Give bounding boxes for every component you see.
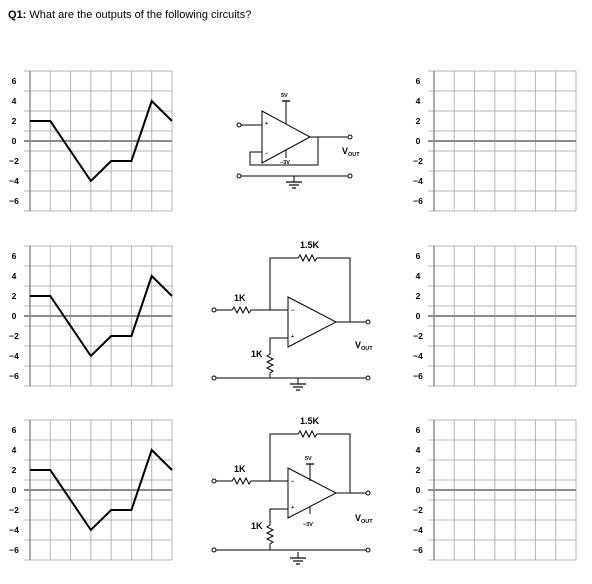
ground-resistor-2 xyxy=(266,349,274,378)
y-tick-label: 0 xyxy=(12,485,17,495)
y-tick-label: 4 xyxy=(416,271,421,281)
input-resistor-2 xyxy=(227,306,256,314)
y-tick-label: 0 xyxy=(12,311,17,321)
y-tick-label: 6 xyxy=(12,251,17,261)
y-tick-label: −2 xyxy=(413,331,423,341)
y-tick-label: 2 xyxy=(416,465,421,475)
y-tick-label: −2 xyxy=(9,505,19,515)
y-tick-label: −6 xyxy=(413,545,423,555)
y-tick-label: −2 xyxy=(9,156,19,166)
y-tick-label: 6 xyxy=(416,251,421,261)
y-tick-label: 0 xyxy=(416,485,421,495)
vout-label-2: VOUT xyxy=(355,340,373,352)
y-tick-label: 6 xyxy=(416,425,421,435)
y-tick-label: 2 xyxy=(12,291,17,301)
y-tick-label: 0 xyxy=(12,136,17,146)
y-tick-label: −2 xyxy=(9,331,19,341)
supply-negative-3: −3V xyxy=(303,522,313,528)
question-number: Q1: xyxy=(8,9,27,21)
input-terminal-3 xyxy=(211,478,217,484)
input-graph-3: 6 4 2 0 −2 −4 −6 xyxy=(9,419,173,561)
svg-text:−: − xyxy=(265,151,268,157)
svg-text:−: − xyxy=(291,308,294,314)
feedback-resistor-2 xyxy=(293,254,322,262)
y-tick-label: 2 xyxy=(12,116,17,126)
output-graph-1: 6 4 2 0 −2 −4 −6 xyxy=(413,70,577,212)
op-amp-2 xyxy=(287,296,338,348)
y-tick-label: −6 xyxy=(9,371,19,381)
y-tick-label: −4 xyxy=(413,351,423,361)
feedback-resistor-label-3: 1.5K xyxy=(300,416,320,426)
y-tick-label: 4 xyxy=(416,96,421,106)
input-terminal-2 xyxy=(211,307,217,313)
input-waveform xyxy=(30,99,173,183)
input-terminal-1 xyxy=(236,122,242,128)
svg-text:+: + xyxy=(291,505,294,511)
input-graph-2: 6 4 2 0 −2 −4 −6 xyxy=(9,245,173,387)
y-tick-label: −6 xyxy=(9,196,19,206)
input-waveform xyxy=(30,448,173,532)
input-resistor-3 xyxy=(227,477,256,485)
output-terminal-1 xyxy=(347,134,353,140)
y-tick-label: 6 xyxy=(12,76,17,86)
y-tick-label: −4 xyxy=(9,176,19,186)
y-tick-label: −4 xyxy=(413,176,423,186)
y-tick-label: −2 xyxy=(413,156,423,166)
input-waveform xyxy=(30,274,173,358)
feedback-resistor-3 xyxy=(293,430,322,438)
svg-text:+: + xyxy=(265,121,268,127)
y-tick-label: 4 xyxy=(12,271,17,281)
ground-resistor-label-2: 1K xyxy=(251,349,263,359)
input-graph-1: 6 4 2 0 −2 −4 −6 xyxy=(9,70,173,212)
input-resistor-label-3: 1K xyxy=(234,464,246,474)
y-tick-label: −2 xyxy=(413,505,423,515)
y-tick-label: 6 xyxy=(416,76,421,86)
input-resistor-label-2: 1K xyxy=(234,293,246,303)
y-tick-label: 0 xyxy=(416,136,421,146)
y-tick-label: −4 xyxy=(9,351,19,361)
y-tick-label: −6 xyxy=(413,196,423,206)
supply-negative-1: −3V xyxy=(280,160,290,166)
y-tick-label: 4 xyxy=(12,445,17,455)
circuit-2-amplifier: − + 1K 1.5K 1K VOUT xyxy=(211,240,373,391)
output-graph-3: 6 4 2 0 −2 −4 −6 xyxy=(413,419,577,561)
y-tick-label: 2 xyxy=(416,291,421,301)
output-terminal-3 xyxy=(365,490,371,496)
feedback-resistor-label-2: 1.5K xyxy=(300,240,320,250)
circuit-3-amplifier-with-rails: − + 1K 1.5K 5V −3V 1K VOUT xyxy=(211,416,373,565)
vout-label-1: VOUT xyxy=(342,146,360,158)
y-tick-label: 4 xyxy=(416,445,421,455)
supply-positive-1: 5V xyxy=(281,93,288,99)
question-body: What are the outputs of the following ci… xyxy=(29,9,252,21)
svg-text:−: − xyxy=(291,479,294,485)
question-text: Q1: What are the outputs of the followin… xyxy=(8,9,251,21)
y-tick-label: −6 xyxy=(413,371,423,381)
output-graph-2: 6 4 2 0 −2 −4 −6 xyxy=(413,245,577,387)
y-tick-label: 2 xyxy=(416,116,421,126)
vout-label-3: VOUT xyxy=(355,513,373,525)
y-tick-label: −4 xyxy=(413,525,423,535)
y-tick-label: 4 xyxy=(12,96,17,106)
y-tick-label: 6 xyxy=(12,425,17,435)
y-tick-label: −6 xyxy=(9,545,19,555)
y-tick-label: −4 xyxy=(9,525,19,535)
circuit-1-voltage-follower: + − 5V −3V VOUT xyxy=(236,93,360,189)
ground-resistor-3 xyxy=(266,520,274,549)
ground-resistor-label-3: 1K xyxy=(251,521,263,531)
supply-positive-3: 5V xyxy=(305,456,312,462)
svg-text:+: + xyxy=(291,334,294,340)
y-tick-label: 0 xyxy=(416,311,421,321)
y-tick-label: 2 xyxy=(12,465,17,475)
output-terminal-2 xyxy=(365,319,371,325)
op-amp-3 xyxy=(287,467,338,519)
